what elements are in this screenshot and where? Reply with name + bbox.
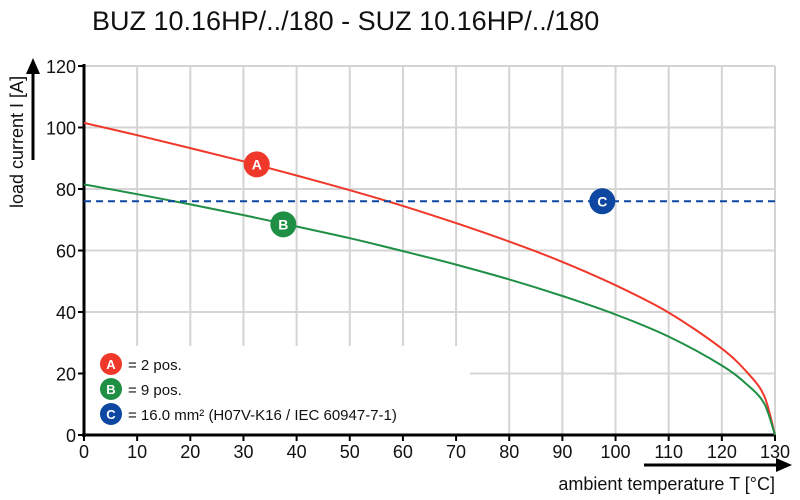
y-tick-label: 40 — [56, 303, 76, 323]
legend-text: = 2 pos. — [128, 357, 182, 374]
chart-title: BUZ 10.16HP/../180 - SUZ 10.16HP/../180 — [92, 6, 600, 36]
arrow-up-icon — [26, 58, 40, 74]
series-line-a — [83, 121, 776, 436]
marker-circle — [243, 151, 270, 178]
legend-marker-letter: C — [106, 407, 116, 422]
legend-item: B = 9 pos. — [100, 378, 182, 400]
x-tick-label: 90 — [552, 442, 572, 462]
x-tick-label: 120 — [707, 442, 737, 462]
x-tick-label: 80 — [499, 442, 519, 462]
legend-marker-letter: A — [106, 357, 116, 372]
legend-marker-letter: B — [106, 382, 115, 397]
marker-letter: A — [252, 156, 262, 172]
marker-letter: C — [597, 193, 607, 209]
x-tick-label: 30 — [233, 442, 253, 462]
x-tick-label: 0 — [79, 442, 89, 462]
marker-letter: B — [278, 216, 288, 232]
series-marker-b: B — [270, 211, 297, 238]
y-tick-label: 120 — [46, 57, 76, 77]
legend-text: = 9 pos. — [128, 382, 182, 399]
series-marker-c: C — [589, 188, 616, 215]
legend-background — [86, 346, 470, 434]
legend-marker — [100, 378, 122, 400]
x-tick-label: 110 — [654, 442, 683, 462]
legend-marker — [100, 403, 122, 425]
x-tick-label: 20 — [180, 442, 200, 462]
marker-circle — [589, 188, 616, 215]
legend-item: A = 2 pos. — [100, 353, 182, 375]
y-tick-label: 100 — [46, 119, 76, 139]
x-tick-label: 60 — [393, 442, 413, 462]
marker-circle — [270, 211, 297, 238]
legend-marker — [100, 353, 122, 375]
series-line-b — [83, 183, 776, 436]
x-tick-label: 10 — [127, 442, 147, 462]
y-axis-label: load current I [A] — [7, 76, 27, 208]
legend-text: = 16.0 mm² (H07V-K16 / IEC 60947-7-1) — [128, 407, 397, 424]
y-tick-label: 20 — [56, 365, 76, 385]
x-axis-label: ambient temperature T [°C] — [558, 474, 775, 494]
series-marker-a: A — [243, 151, 270, 178]
x-tick-label: 70 — [446, 442, 466, 462]
y-tick-label: 0 — [66, 426, 76, 446]
x-tick-label: 50 — [340, 442, 360, 462]
y-tick-label: 80 — [56, 180, 76, 200]
x-tick-label: 40 — [287, 442, 307, 462]
legend-item: C = 16.0 mm² (H07V-K16 / IEC 60947-7-1) — [100, 403, 397, 425]
x-tick-label: 130 — [760, 442, 790, 462]
arrow-right-icon — [776, 458, 792, 472]
x-tick-label: 100 — [601, 442, 631, 462]
y-tick-label: 60 — [56, 242, 76, 262]
